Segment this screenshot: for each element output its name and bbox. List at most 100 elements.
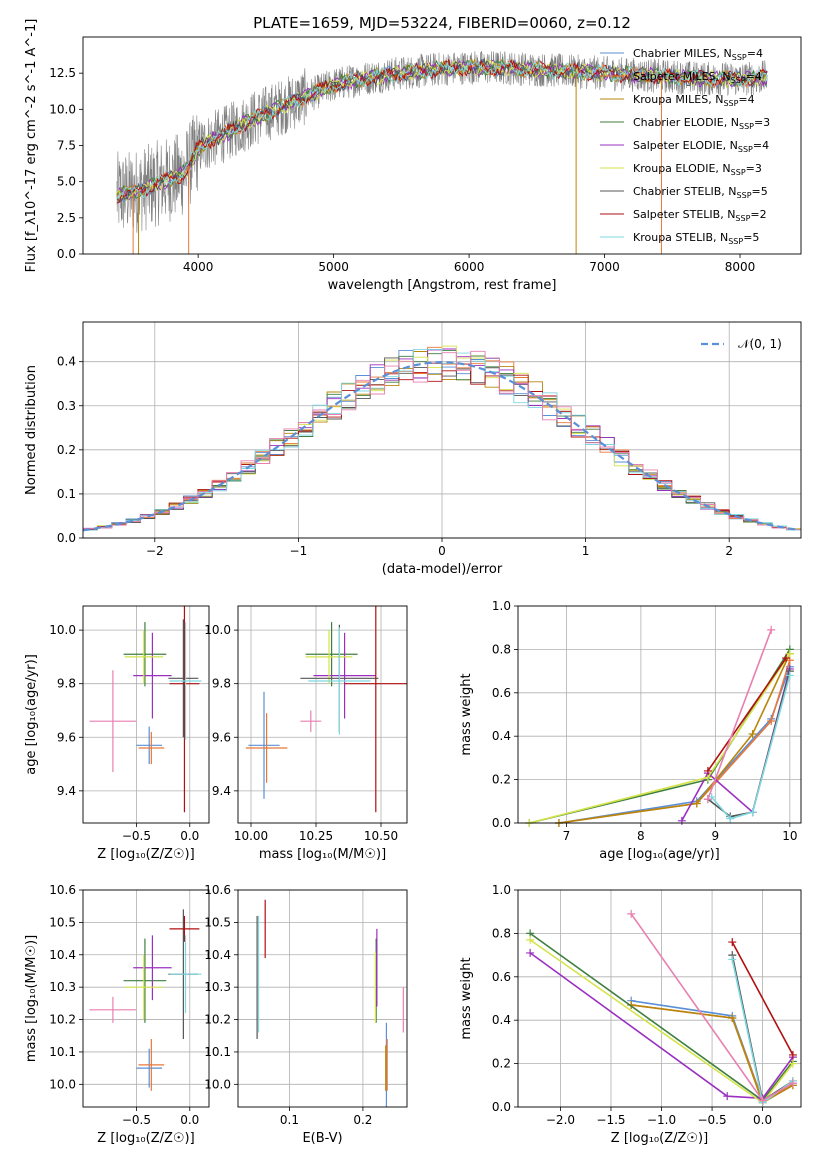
mass-weight-marker bbox=[767, 717, 776, 726]
mass-weight-line bbox=[631, 1004, 794, 1104]
x-tick-label: −1.0 bbox=[647, 1113, 676, 1127]
mass-weight-marker bbox=[692, 799, 701, 808]
y-tick-label: 9.6 bbox=[212, 730, 231, 744]
legend-label: Salpeter MILES, NSSP=4 bbox=[633, 70, 762, 85]
x-tick-label: −0.5 bbox=[697, 1113, 726, 1127]
y-tick-label: 5.0 bbox=[57, 175, 76, 189]
y-tick-label: 10.4 bbox=[204, 948, 231, 962]
legend-label-count: =4 bbox=[753, 139, 769, 152]
legend-label-main: Chabrier ELODIE, N bbox=[633, 116, 739, 129]
x-tick-label: 5000 bbox=[318, 260, 349, 274]
y-tick-label: 10.6 bbox=[204, 883, 231, 897]
x-tick-label: 1 bbox=[582, 544, 590, 558]
legend-label-main: Kroupa MILES, N bbox=[633, 93, 723, 106]
y-tick-label: 0.2 bbox=[492, 1057, 511, 1071]
x-tick-label: 0.1 bbox=[280, 1113, 299, 1127]
y-tick-label: 10.0 bbox=[204, 1077, 231, 1091]
y-tick-label: 2.5 bbox=[57, 211, 76, 225]
legend-label: 𝒩(0, 1) bbox=[738, 337, 782, 351]
model-spectrum bbox=[116, 58, 768, 199]
y-tick-label: 0.1 bbox=[57, 487, 76, 501]
mass-weight-line bbox=[529, 952, 794, 1100]
mass-weight-marker bbox=[758, 1096, 767, 1105]
x-tick-label: 7000 bbox=[589, 260, 620, 274]
legend-label-subscript: SSP bbox=[735, 214, 750, 223]
y-tick-label: 10.3 bbox=[204, 980, 231, 994]
legend-label-subscript: SSP bbox=[723, 99, 738, 108]
y-tick-label: 0.8 bbox=[492, 642, 511, 656]
legend-label-main: Salpeter ELODIE, N bbox=[633, 139, 738, 152]
mass-weight-marker bbox=[728, 938, 737, 947]
panel-weight-vs-age: 7 8 9 10 0.0 0.2 0.4 0.6 0.8 1.0 age [log₁₀(age/yr… bbox=[459, 599, 802, 862]
mass-weight-marker bbox=[788, 1079, 797, 1088]
legend-label: Kroupa MILES, NSSP=4 bbox=[633, 93, 755, 108]
x-tick-label: −0.5 bbox=[122, 829, 151, 843]
y-tick-label: 9.8 bbox=[57, 677, 76, 691]
y-tick-label: 10.5 bbox=[49, 915, 76, 929]
x-tick-label: 0.0 bbox=[753, 1113, 772, 1127]
x-axis-label: (data-model)/error bbox=[382, 562, 503, 577]
x-tick-label: 0.0 bbox=[180, 829, 199, 843]
legend-label-count: =3 bbox=[746, 162, 762, 175]
axes-frame bbox=[82, 605, 210, 824]
x-tick-label: 8 bbox=[637, 829, 645, 843]
y-axis-label: mass [log₁₀(M/M☉)] bbox=[24, 935, 39, 1062]
mass-weight-marker bbox=[748, 808, 757, 817]
legend-label-count: =5 bbox=[743, 231, 759, 244]
x-tick-label: 6000 bbox=[454, 260, 485, 274]
legend-label-subscript: SSP bbox=[728, 237, 743, 246]
y-tick-label: 10.1 bbox=[204, 1045, 231, 1059]
mass-weight-marker bbox=[785, 671, 794, 680]
model-spectrum bbox=[116, 58, 768, 200]
x-axis-label: mass [log₁₀(M/M☉)] bbox=[259, 847, 386, 862]
y-tick-label: 10.2 bbox=[49, 1013, 76, 1027]
y-tick-label: 0.3 bbox=[57, 399, 76, 413]
panel-residuals: −2 −1 0 1 2 0.0 0.1 0.2 0.3 0.4 (data-model)/error… bbox=[24, 321, 802, 577]
x-tick-label: 10.00 bbox=[234, 829, 268, 843]
mass-weight-marker bbox=[782, 654, 791, 663]
mass-weight-marker bbox=[703, 766, 712, 775]
mass-weight-marker bbox=[703, 795, 712, 804]
x-axis-label: age [log₁₀(age/yr)] bbox=[599, 847, 720, 862]
legend-label: Kroupa STELIB, NSSP=5 bbox=[633, 231, 759, 246]
y-tick-label: 0.4 bbox=[492, 729, 511, 743]
y-tick-label: 0.0 bbox=[57, 531, 76, 545]
mass-weight-line bbox=[707, 657, 787, 772]
x-tick-label: 0.2 bbox=[353, 1113, 372, 1127]
axes-frame bbox=[237, 889, 408, 1108]
legend-label-subscript: SSP bbox=[739, 122, 754, 131]
y-tick-label: 12.5 bbox=[49, 66, 76, 80]
axes-frame bbox=[82, 36, 802, 255]
x-axis-label: Z [log₁₀(Z/Z☉)] bbox=[611, 1131, 708, 1146]
legend-label-main: Kroupa ELODIE, N bbox=[633, 162, 731, 175]
y-tick-label: 0.4 bbox=[57, 355, 76, 369]
y-tick-label: 0.8 bbox=[492, 926, 511, 940]
legend-label-count: =5 bbox=[752, 185, 768, 198]
plot-layer: 4000 5000 6000 7000 80000.02.55.07.510.012.5… bbox=[24, 19, 802, 1146]
y-tick-label: 10.5 bbox=[204, 915, 231, 929]
y-axis-label: age [log₁₀(age/yr)] bbox=[24, 654, 39, 775]
mass-weight-line bbox=[707, 629, 772, 800]
y-tick-label: 10.4 bbox=[49, 948, 76, 962]
y-tick-label: 10.0 bbox=[49, 1077, 76, 1091]
residual-histogram bbox=[83, 357, 801, 531]
panel-spectrum: 4000 5000 6000 7000 8000 0.0 2.5 5.0 7.5 10.0 12.5… bbox=[24, 19, 802, 293]
figure-title: PLATE=1659, MJD=53224, FIBERID=0060, z=0… bbox=[253, 14, 631, 32]
x-tick-label: 0 bbox=[438, 544, 446, 558]
y-tick-label: 1.0 bbox=[492, 883, 511, 897]
y-tick-label: 0.0 bbox=[57, 247, 76, 261]
legend-label-main: Chabrier MILES, N bbox=[633, 47, 732, 60]
y-tick-label: 9.8 bbox=[212, 677, 231, 691]
x-tick-label: 0.0 bbox=[180, 1113, 199, 1127]
x-tick-label: −1 bbox=[290, 544, 308, 558]
legend-label-subscript: SSP bbox=[731, 76, 746, 85]
y-tick-label: 10.0 bbox=[49, 102, 76, 116]
normal-curve bbox=[83, 360, 799, 532]
mass-weight-marker bbox=[526, 948, 535, 957]
legend-label-count: =4 bbox=[738, 93, 754, 106]
mass-weight-marker bbox=[627, 909, 636, 918]
mass-weight-marker bbox=[728, 1014, 737, 1023]
axes-frame bbox=[82, 889, 210, 1108]
